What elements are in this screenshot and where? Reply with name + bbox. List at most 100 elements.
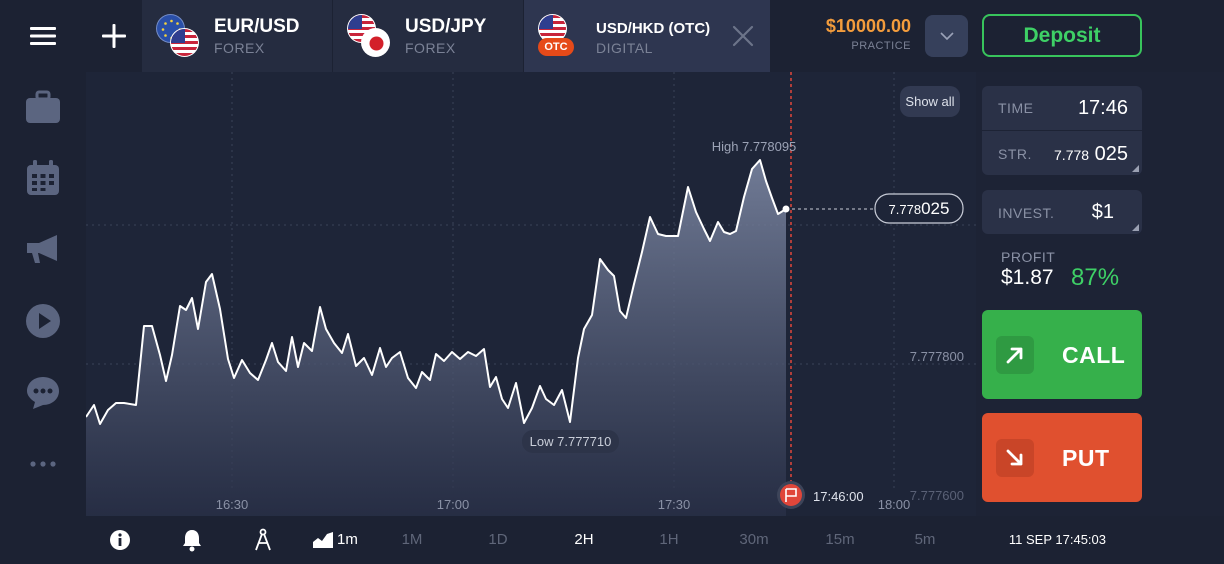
profit-percent: 87% xyxy=(1071,264,1120,291)
more-button[interactable] xyxy=(0,439,86,489)
price-tick-label: 7.777600 xyxy=(910,488,964,503)
put-button[interactable]: PUT xyxy=(982,413,1142,502)
account-dropdown-button[interactable] xyxy=(925,15,968,57)
info-button[interactable] xyxy=(106,526,134,554)
chat-icon xyxy=(27,377,59,409)
profit-label: PROFIT xyxy=(1001,249,1056,265)
high-label: High 7.778095 xyxy=(712,139,797,154)
divider xyxy=(982,130,1142,131)
menu-button[interactable] xyxy=(0,11,86,61)
usd-jpy-flags xyxy=(347,14,391,58)
eur-usd-flags xyxy=(156,14,200,58)
close-icon xyxy=(732,25,754,47)
megaphone-icon xyxy=(27,235,57,263)
strike-suffix: 025 xyxy=(1094,143,1128,165)
us-flag-icon xyxy=(170,28,199,57)
current-price-badge: 7.778025 xyxy=(874,193,964,224)
invest-value: $1 xyxy=(1091,201,1114,223)
calendar-button[interactable] xyxy=(0,153,86,203)
candle-interval-label[interactable]: 1m xyxy=(337,531,358,548)
low-label: Low 7.777710 xyxy=(522,430,619,453)
current-price-prefix: 7.778 xyxy=(889,202,922,217)
compass-icon xyxy=(255,528,271,551)
current-price-suffix: 025 xyxy=(921,199,949,218)
low-label-text: Low 7.777710 xyxy=(530,434,612,449)
time-tick-label: 16:30 xyxy=(216,497,249,512)
menu-icon xyxy=(30,27,56,45)
asset-name: EUR/USD xyxy=(214,16,300,37)
deposit-button[interactable]: Deposit xyxy=(982,14,1142,57)
call-button[interactable]: CALL xyxy=(982,310,1142,399)
asset-name: USD/HKD (OTC) xyxy=(596,20,711,37)
price-tick-label: 7.777800 xyxy=(910,349,964,364)
strike-prefix: 7.778 xyxy=(1054,147,1090,163)
timeframe-1D[interactable]: 1D xyxy=(488,531,508,548)
arrow-up-right-icon xyxy=(996,336,1034,374)
asset-type: DIGITAL xyxy=(596,40,653,56)
otc-badge: OTC xyxy=(538,38,574,56)
time-label: TIME xyxy=(998,100,1034,116)
more-icon xyxy=(30,461,56,467)
bell-icon xyxy=(183,530,201,552)
expiry-time-label: 17:46:00 xyxy=(813,489,864,504)
timeframe-5m[interactable]: 5m xyxy=(914,531,936,548)
timeframe-2H[interactable]: 2H xyxy=(574,531,594,548)
left-sidebar xyxy=(0,0,86,564)
time-tick-label: 18:00 xyxy=(878,497,911,512)
svg-text:7.778025: 7.778025 xyxy=(889,199,950,218)
price-chart[interactable]: High 7.778095 Low 7.777710 7.778025 7.77… xyxy=(86,72,976,516)
expiry-strike-box[interactable]: TIME 17:46 STR. 7.778 025 xyxy=(982,86,1142,175)
time-tick-label: 17:30 xyxy=(658,497,691,512)
portfolio-button[interactable] xyxy=(0,82,86,132)
chat-button[interactable] xyxy=(0,368,86,418)
asset-tab-usd-jpy[interactable]: USD/JPY FOREX xyxy=(333,0,523,72)
arrow-down-right-icon xyxy=(996,439,1034,477)
price-area xyxy=(86,160,786,516)
put-label: PUT xyxy=(1062,445,1110,471)
plus-icon xyxy=(102,24,126,48)
asset-tab-usd-hkd-otc[interactable]: OTC USD/HKD (OTC) DIGITAL xyxy=(524,0,716,72)
invest-label: INVEST. xyxy=(998,205,1055,221)
calendar-icon xyxy=(27,160,59,195)
account-mode: PRACTICE xyxy=(851,40,911,52)
info-icon xyxy=(110,530,130,550)
play-icon xyxy=(26,304,60,338)
bottom-toolbar: 1m 1M 1D 2H 1H 30m 15m 5m 11 SEP 17:45:0… xyxy=(86,516,1224,564)
profit-amount: $1.87 xyxy=(1001,266,1054,289)
call-label: CALL xyxy=(1062,342,1126,368)
chart-canvas: High 7.778095 Low 7.777710 7.778025 7.77… xyxy=(86,72,976,516)
portfolio-icon xyxy=(26,90,60,123)
invest-box[interactable]: INVEST. $1 xyxy=(982,190,1142,234)
timeframe-30m[interactable]: 30m xyxy=(739,531,769,548)
server-time: 11 SEP 17:45:03 xyxy=(1008,532,1106,547)
corner-indicator xyxy=(1132,165,1139,172)
chart-type-button[interactable] xyxy=(310,526,336,554)
asset-name: USD/JPY xyxy=(405,16,487,37)
add-asset-button[interactable] xyxy=(86,0,142,72)
corner-indicator xyxy=(1132,224,1139,231)
current-price-dot xyxy=(782,205,790,213)
asset-type: FOREX xyxy=(214,40,265,56)
high-label-text: High 7.778095 xyxy=(712,139,797,154)
close-tab-button[interactable] xyxy=(716,0,770,72)
timeframe-1M[interactable]: 1M xyxy=(401,531,423,548)
area-chart-icon xyxy=(313,532,333,548)
drawing-tools-button[interactable] xyxy=(249,526,277,554)
balance[interactable]: $10000.00 PRACTICE xyxy=(826,16,911,52)
strike-label: STR. xyxy=(998,146,1032,162)
price-line xyxy=(86,159,787,425)
balance-amount: $10000.00 xyxy=(825,16,911,36)
timeframe-1H[interactable]: 1H xyxy=(659,531,679,548)
time-tick-label: 17:00 xyxy=(437,497,470,512)
usd-hkd-flags: OTC xyxy=(538,14,582,58)
show-all-button[interactable]: Show all xyxy=(900,86,960,117)
alerts-button[interactable] xyxy=(178,526,206,554)
expiry-marker: 17:46:00 xyxy=(777,481,864,509)
timeframe-15m[interactable]: 15m xyxy=(825,531,855,548)
flag-icon xyxy=(785,488,797,502)
video-tutorials-button[interactable] xyxy=(0,296,86,346)
asset-tab-eur-usd[interactable]: EUR/USD FOREX xyxy=(142,0,332,72)
strike-value: 7.778 025 xyxy=(1054,143,1128,166)
asset-type: FOREX xyxy=(405,40,456,56)
news-button[interactable] xyxy=(0,224,86,274)
